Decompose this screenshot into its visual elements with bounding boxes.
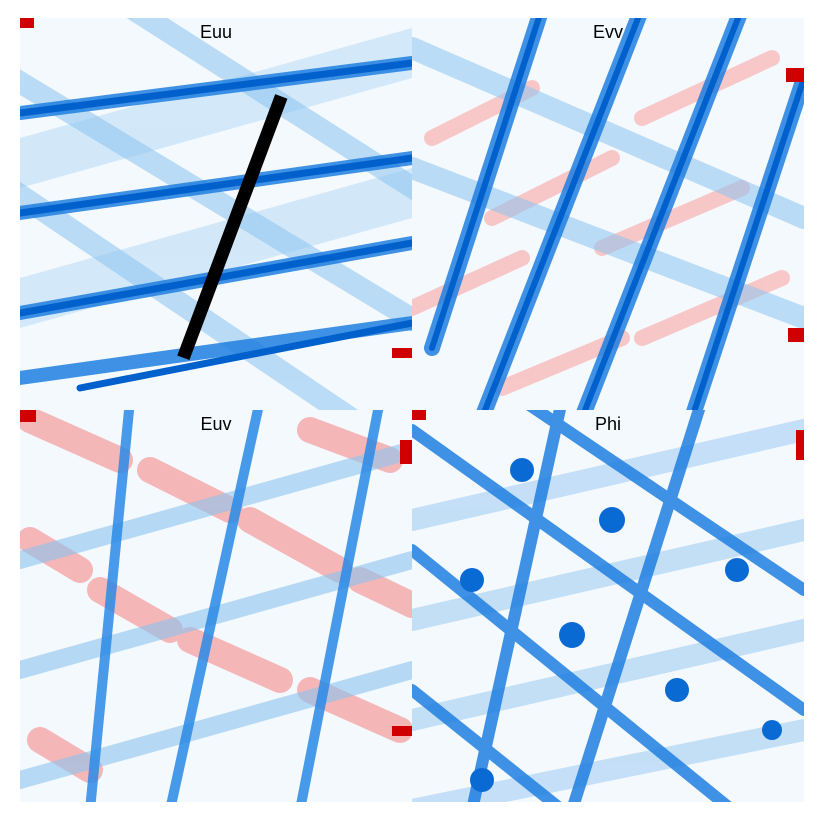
evv-field <box>412 18 804 410</box>
euv-field <box>20 410 412 802</box>
panel-evv: Evv <box>412 18 804 410</box>
panel-phi: Phi <box>412 410 804 802</box>
phi-field <box>412 410 804 802</box>
panel-euv: Euv <box>20 410 412 802</box>
scale-bar-icon <box>177 94 288 361</box>
euu-field <box>20 18 412 410</box>
panel-euu: Euu <box>20 18 412 410</box>
